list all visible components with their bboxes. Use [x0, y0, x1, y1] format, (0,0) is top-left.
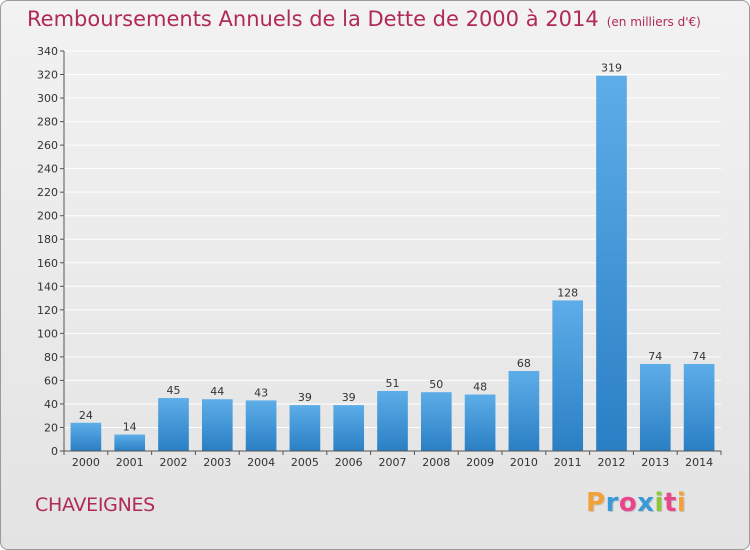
x-tick-label: 2006 [335, 456, 363, 469]
logo-letter: P [586, 488, 606, 518]
bar-value-label: 43 [254, 386, 268, 399]
bar [464, 394, 496, 451]
y-tick-label: 0 [51, 445, 58, 458]
logo-letter: i [654, 488, 664, 518]
bar [201, 399, 233, 451]
bar [683, 363, 715, 451]
y-tick-label: 40 [44, 398, 58, 411]
y-tick-label: 200 [37, 210, 58, 223]
bar-value-label: 74 [692, 350, 706, 363]
bar-value-label: 50 [429, 378, 443, 391]
y-tick-label: 160 [37, 257, 58, 270]
bar-value-label: 74 [648, 350, 662, 363]
bar-value-label: 39 [342, 391, 356, 404]
y-tick-label: 300 [37, 92, 58, 105]
bar [639, 363, 671, 451]
chart-title: Remboursements Annuels de la Dette de 20… [27, 7, 701, 31]
x-tick-label: 2012 [598, 456, 626, 469]
x-tick-label: 2000 [72, 456, 100, 469]
chart-title-text: Remboursements Annuels de la Dette de 20… [27, 7, 599, 31]
bar-value-label: 14 [123, 421, 137, 434]
y-tick-label: 180 [37, 233, 58, 246]
bar [333, 405, 365, 451]
y-tick-label: 140 [37, 280, 58, 293]
chart-subtitle: (en milliers d'€) [606, 15, 701, 29]
y-tick-label: 220 [37, 186, 58, 199]
x-tick-label: 2011 [554, 456, 582, 469]
bar [158, 398, 189, 451]
bar [114, 434, 146, 451]
bar-value-label: 44 [210, 385, 224, 398]
logo-letter: t [663, 488, 677, 518]
bar [552, 300, 584, 451]
bar-value-label: 68 [517, 357, 531, 370]
y-tick-label: 320 [37, 69, 58, 82]
x-tick-label: 2003 [203, 456, 231, 469]
y-tick-label: 260 [37, 139, 58, 152]
bar-value-label: 128 [557, 286, 578, 299]
bar [289, 405, 321, 451]
commune-name: CHAVEIGNES [35, 494, 155, 516]
bar [420, 392, 452, 451]
bars: 24 14 45 44 43 39 39 51 50 48 68 128 319 74 74 [70, 62, 715, 452]
bar-value-label: 51 [386, 377, 400, 390]
x-tick-label: 2002 [160, 456, 188, 469]
y-tick-label: 120 [37, 304, 58, 317]
y-tick-label: 240 [37, 163, 58, 176]
y-tick-label: 100 [37, 327, 58, 340]
x-tick-label: 2009 [466, 456, 494, 469]
logo-letter: r [605, 488, 619, 518]
x-tick-label: 2004 [247, 456, 275, 469]
bar-value-label: 48 [473, 381, 487, 394]
x-tick-label: 2010 [510, 456, 538, 469]
x-tick-label: 2001 [116, 456, 144, 469]
bar-value-label: 24 [79, 409, 93, 422]
y-axis: 0 20 40 60 80 100 120 140 160 180 200 220 240 260 280 3… [37, 45, 65, 458]
y-tick-label: 340 [37, 45, 58, 58]
x-tick-label: 2005 [291, 456, 319, 469]
bar [596, 75, 627, 452]
x-tick-label: 2014 [685, 456, 713, 469]
bar [508, 371, 540, 451]
bar [70, 422, 102, 451]
y-tick-label: 20 [44, 421, 58, 434]
bar [245, 400, 277, 451]
bar-value-label: 319 [601, 62, 622, 75]
proxiti-logo: Proxiti [586, 488, 686, 518]
y-tick-label: 60 [44, 374, 58, 387]
bar-value-label: 39 [298, 391, 312, 404]
logo-letter: o [618, 488, 638, 518]
x-axis: 2000 2001 2002 2003 2004 2005 2006 2007 2008 2009… [63, 450, 722, 469]
y-tick-label: 280 [37, 116, 58, 129]
bar [377, 391, 408, 451]
bar-value-label: 45 [167, 384, 181, 397]
x-tick-label: 2007 [379, 456, 407, 469]
x-tick-label: 2013 [641, 456, 669, 469]
y-tick-label: 80 [44, 351, 58, 364]
x-tick-label: 2008 [422, 456, 450, 469]
logo-letter: x [637, 488, 655, 518]
logo-letter: i [676, 488, 687, 518]
